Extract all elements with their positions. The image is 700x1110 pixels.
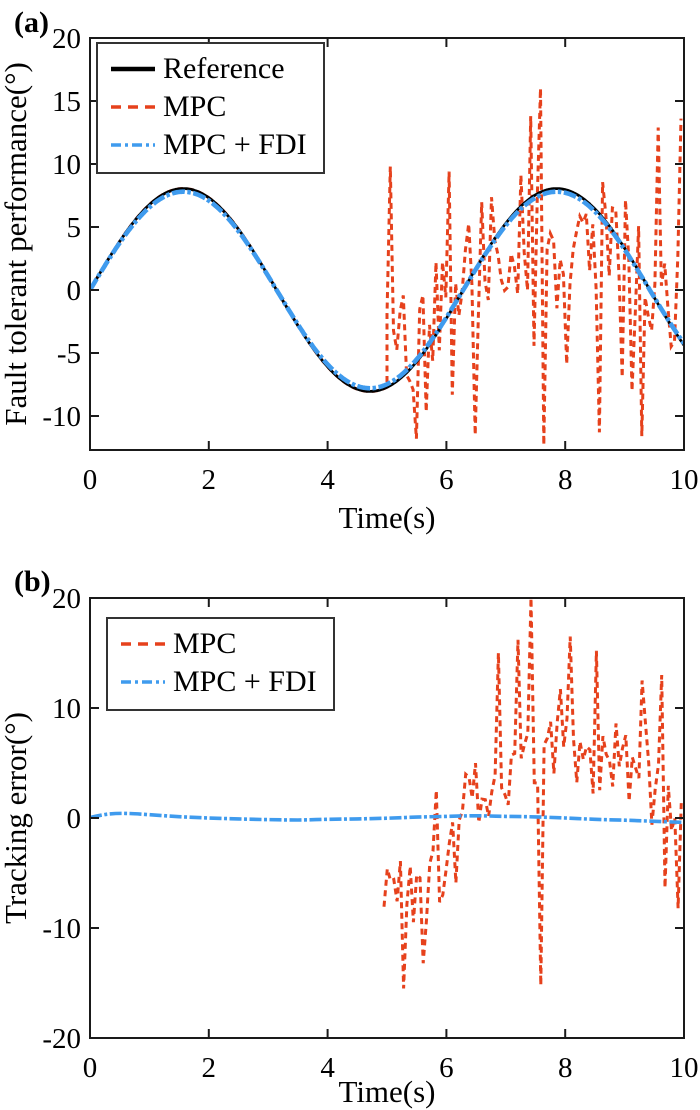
chart-b-legend: MPC MPC + FDI	[106, 617, 335, 711]
series-mpc	[382, 598, 683, 989]
legend-label-mpc: MPC	[163, 90, 227, 123]
legend-item-mpc: MPC	[108, 88, 307, 126]
legend-label-mpc-fdi: MPC + FDI	[173, 665, 317, 698]
mpc-fdi-line-sample	[111, 143, 155, 147]
legend-item-mpc-fdi: MPC + FDI	[108, 126, 307, 164]
series-group	[90, 598, 684, 989]
mpc-line-sample	[111, 105, 155, 109]
x-tick-label: 4	[320, 1052, 335, 1084]
axis-tick-labels: 0 2 4 6 8 10 20 10 0 -10 -20	[42, 583, 698, 1084]
series-group	[90, 88, 684, 446]
y-tick-label: 15	[52, 86, 81, 118]
chart-a-canvas: (a) Time(s) Fault tolerant performance(°…	[0, 6, 699, 535]
y-tick-label: -10	[42, 913, 81, 945]
chart-a-ylabel: Fault tolerant performance(°)	[0, 62, 33, 426]
y-tick-label: 10	[52, 693, 81, 725]
mpc-fdi-line-sample	[121, 680, 165, 684]
x-tick-label: 2	[202, 1052, 217, 1084]
reference-line-sample	[111, 66, 155, 72]
chart-a-xlabel: Time(s)	[338, 500, 435, 535]
x-tick-label: 10	[670, 464, 699, 496]
x-tick-label: 6	[439, 464, 454, 496]
series-mpc-fdi	[90, 811, 684, 825]
mpc-line-sample	[121, 642, 165, 646]
chart-a-legend: Reference MPC MPC + FDI	[96, 42, 325, 174]
panel-a-label: (a)	[14, 6, 49, 39]
x-tick-label: 8	[558, 464, 573, 496]
y-tick-label: -5	[57, 338, 81, 370]
y-tick-label: 0	[67, 275, 82, 307]
series-reference	[90, 187, 684, 393]
y-tick-label: 5	[67, 212, 82, 244]
legend-item-mpc: MPC	[118, 625, 317, 663]
series-mpc-fdi	[90, 189, 684, 391]
legend-item-reference: Reference	[108, 50, 307, 88]
x-tick-label: 0	[83, 1052, 98, 1084]
legend-item-mpc-fdi: MPC + FDI	[118, 663, 317, 701]
axis-ticks	[89, 37, 685, 450]
axes-box	[89, 37, 685, 451]
axis-tick-labels: 0 2 4 6 8 10 20 15 10 5 0 -5 -10	[42, 23, 698, 496]
x-tick-label: 0	[83, 464, 98, 496]
x-tick-label: 8	[558, 1052, 573, 1084]
chart-b-xlabel: Time(s)	[338, 1074, 435, 1109]
axis-ticks	[89, 597, 685, 1039]
y-tick-label: -20	[42, 1023, 81, 1055]
legend-label-reference: Reference	[163, 52, 285, 85]
x-tick-label: 4	[320, 464, 335, 496]
panel-a: (a) Time(s) Fault tolerant performance(°…	[0, 6, 699, 535]
panel-b-label: (b)	[14, 565, 51, 598]
x-tick-label: 6	[439, 1052, 454, 1084]
y-tick-label: 20	[52, 583, 81, 615]
legend-label-mpc-fdi: MPC + FDI	[163, 128, 307, 161]
chart-b-ylabel: Tracking error(°)	[0, 712, 33, 924]
y-tick-label: 10	[52, 149, 81, 181]
y-tick-label: 20	[52, 23, 81, 55]
x-tick-label: 2	[202, 464, 217, 496]
y-tick-label: -10	[42, 401, 81, 433]
legend-label-mpc: MPC	[173, 627, 237, 660]
x-tick-label: 10	[670, 1052, 699, 1084]
panel-b: (b) Time(s) Tracking error(°) 0 2 4 6 8 10 20 1…	[0, 555, 700, 1110]
chart-b-canvas: (b) Time(s) Tracking error(°) 0 2 4 6 8 10 20 1…	[0, 565, 699, 1109]
y-tick-label: 0	[67, 803, 82, 835]
